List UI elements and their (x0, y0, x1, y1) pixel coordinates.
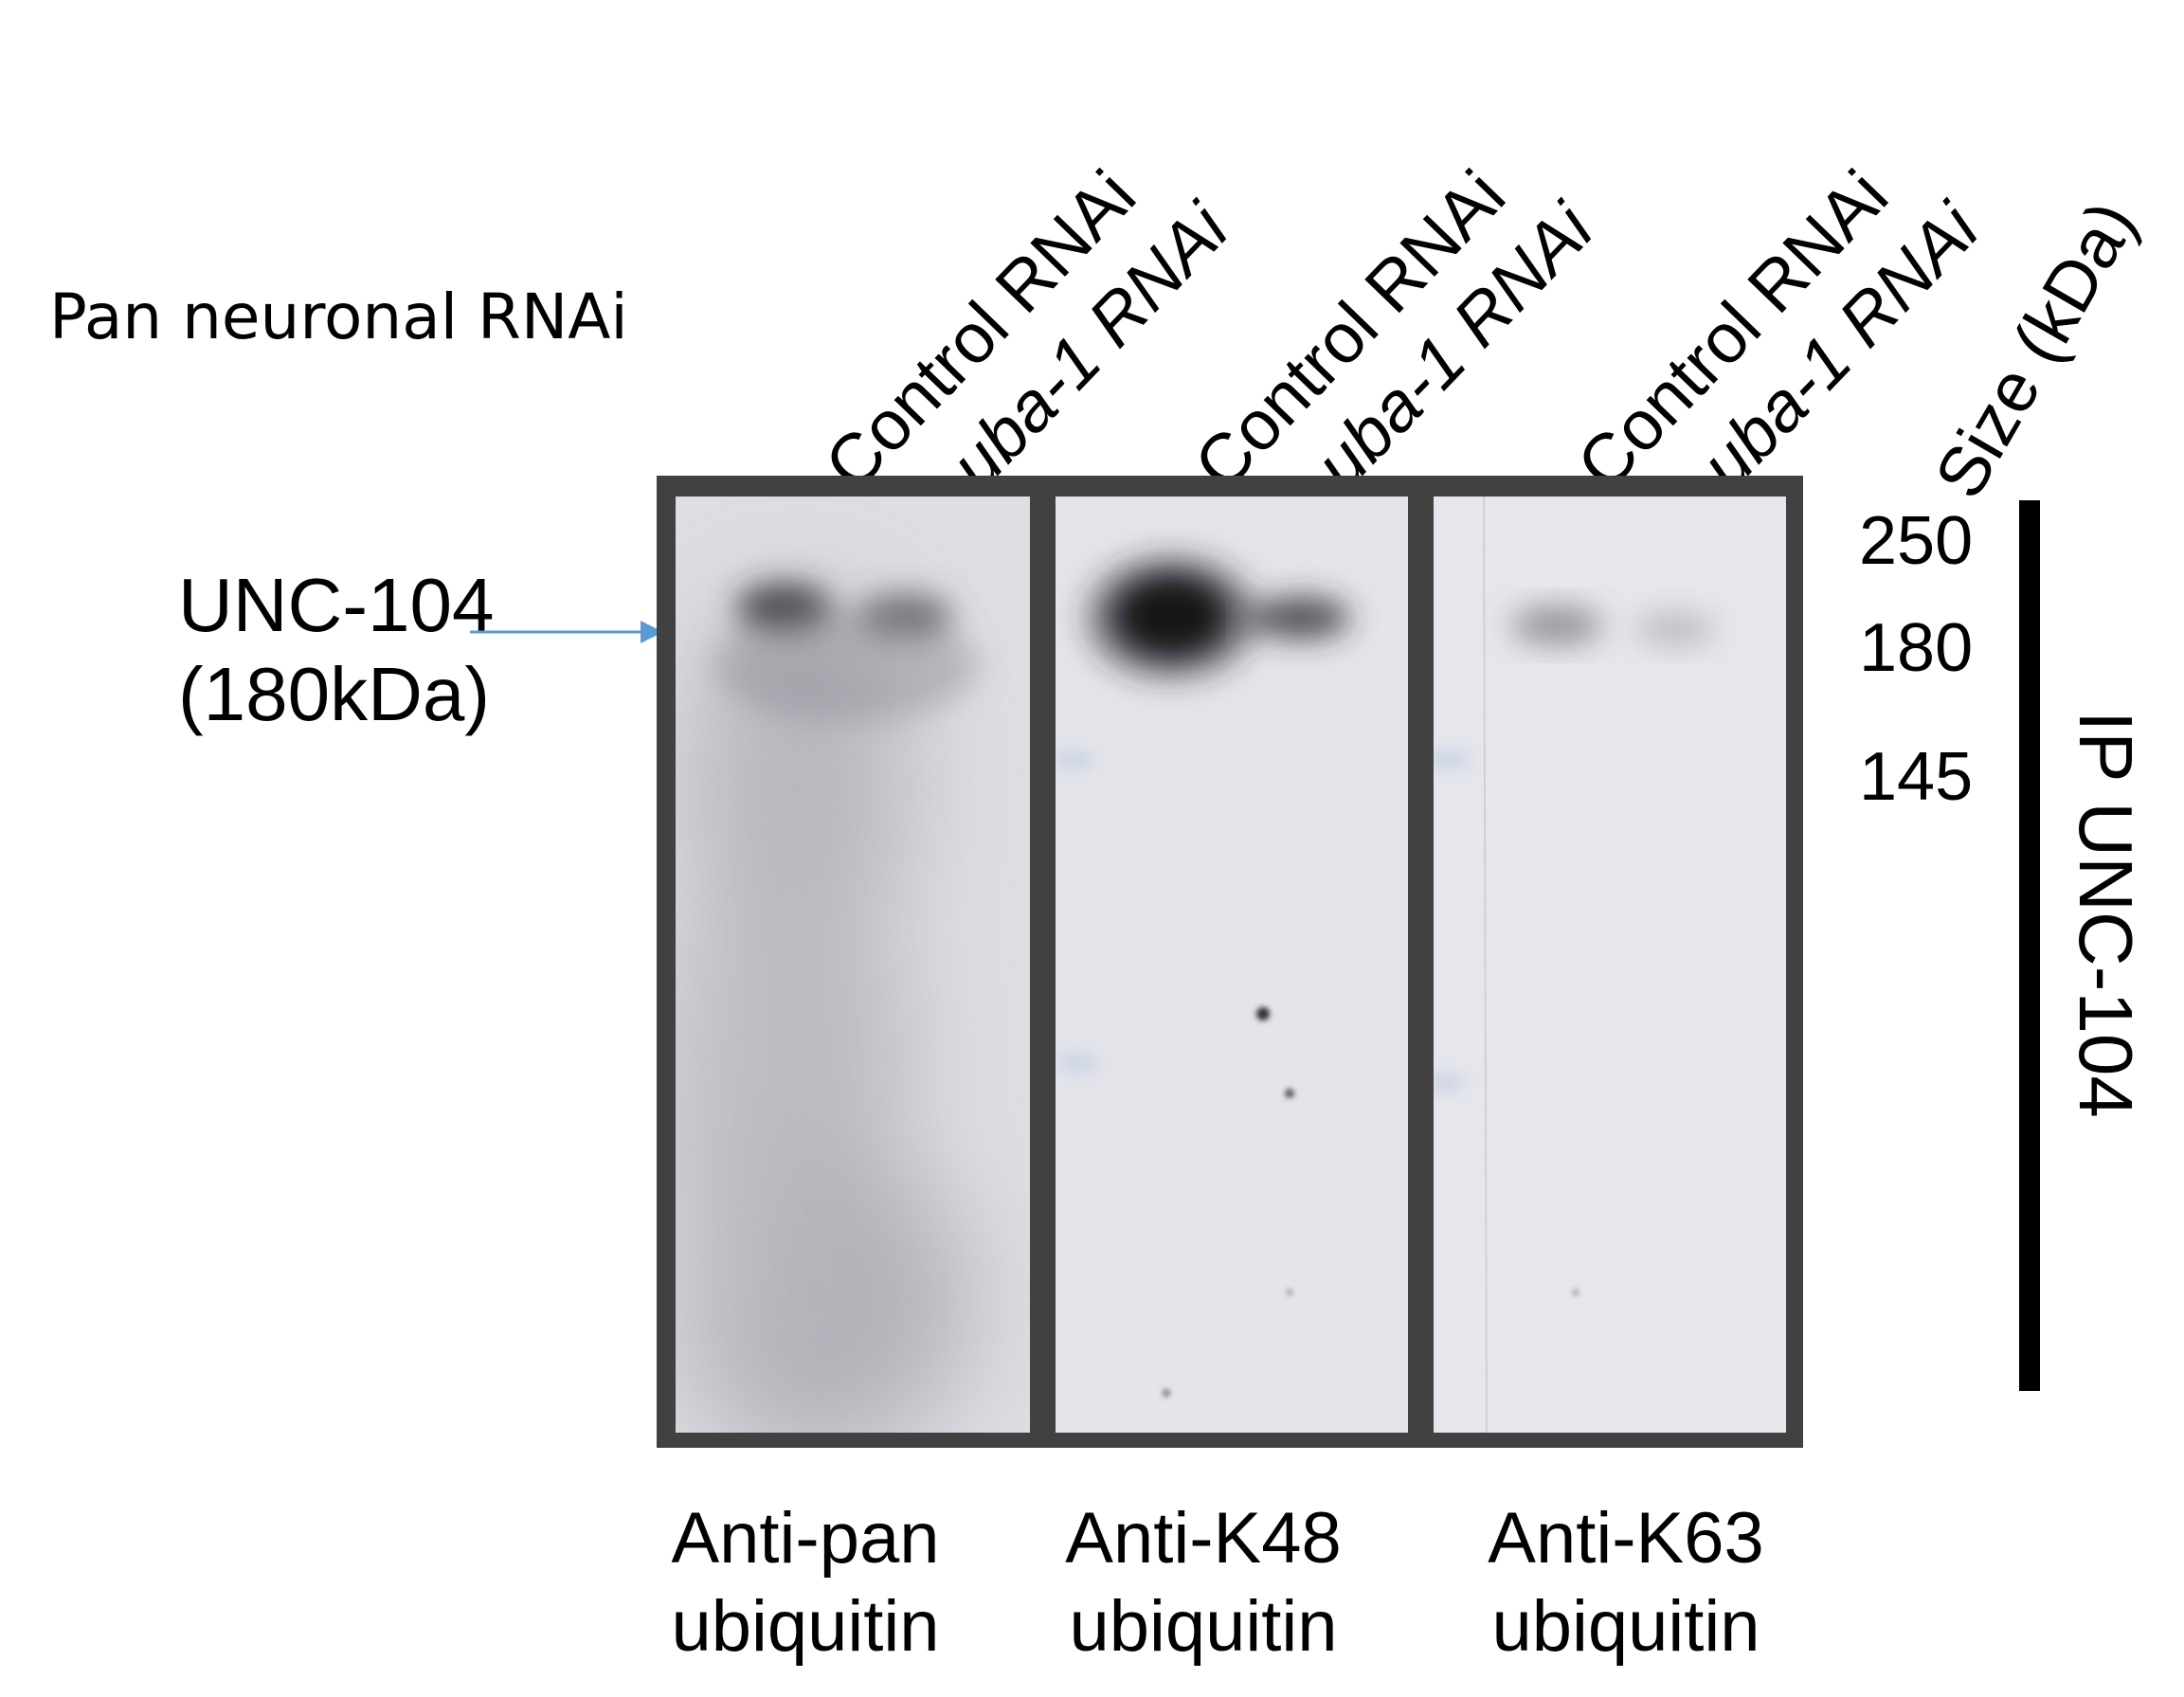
antibody-pan-line1: Anti-pan (671, 1498, 940, 1579)
blot-frame (657, 476, 1803, 1448)
western-blot-image (676, 496, 1786, 1433)
panel-anti-pan (676, 496, 1030, 1433)
ip-unc104-label: IP UNC-104 (2064, 711, 2148, 1118)
antibody-k63-line2: ubiquitin (1491, 1585, 1760, 1667)
antibody-k48-line2: ubiquitin (1069, 1585, 1338, 1667)
panel-anti-k48 (1056, 496, 1408, 1433)
protein-arrow-icon (470, 621, 663, 643)
antibody-label-pan: Anti-pan ubiquitin (654, 1495, 957, 1670)
protein-size: (180kDa) (178, 652, 491, 737)
antibody-k63-line1: Anti-K63 (1488, 1498, 1764, 1579)
marker-145: 145 (1859, 739, 1974, 815)
antibody-label-k63: Anti-K63 ubiquitin (1474, 1495, 1778, 1670)
protein-name: UNC-104 (178, 563, 495, 647)
antibody-k48-line1: Anti-K48 (1065, 1498, 1342, 1579)
marker-180: 180 (1859, 610, 1974, 686)
antibody-label-k48: Anti-K48 ubiquitin (1052, 1495, 1355, 1670)
antibody-pan-line2: ubiquitin (671, 1585, 940, 1667)
protein-label: UNC-104 (180kDa) (178, 561, 494, 740)
pan-neuronal-rnai-label: Pan neuronal RNAi (49, 280, 628, 353)
panel-anti-k63 (1434, 496, 1786, 1433)
marker-250: 250 (1859, 503, 1974, 579)
ip-bracket-bar (2019, 500, 2040, 1391)
